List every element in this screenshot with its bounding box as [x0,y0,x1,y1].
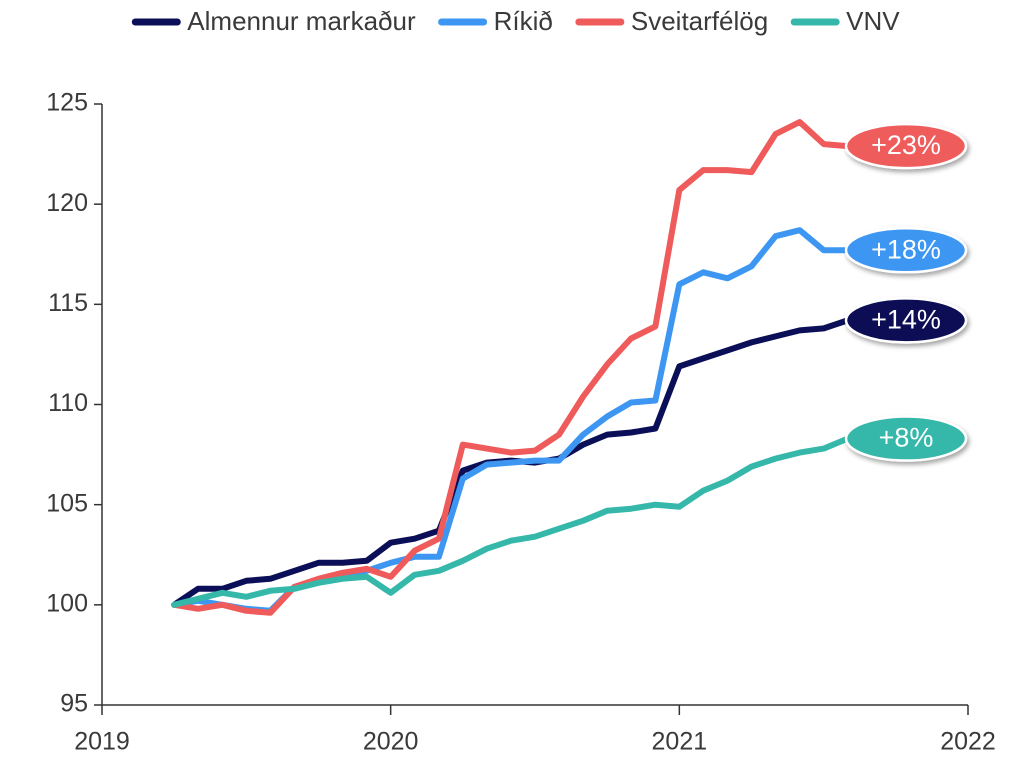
lines [171,119,851,616]
end-label: +18% [871,234,941,264]
end-label: +8% [879,423,934,453]
y-tick-label: 105 [46,489,88,517]
legend-label: Almennur markaður [187,6,416,36]
y-tick-label: 100 [46,589,88,617]
legend-item: Ríkið [438,6,553,36]
x-tick-label: 2022 [940,728,996,756]
legend-label: VNV [846,6,900,36]
series-line [171,435,851,608]
x-tick-label: 2021 [652,728,708,756]
series-line [171,227,851,614]
legend-item: Almennur markaður [131,6,416,36]
legend-item: Sveitarfélög [575,6,768,36]
y-tick-label: 125 [46,89,88,117]
y-tick-label: 120 [46,189,88,217]
y-tick-label: 110 [48,389,88,417]
x-tick-label: 2020 [363,728,419,756]
end-label: +14% [871,304,941,334]
legend-label: Sveitarfélög [631,6,768,36]
end-label-bubble [844,122,968,170]
x-tick-label: 2019 [74,728,130,756]
end-label-bubble [844,297,968,344]
legend-label: Ríkið [494,6,553,36]
end-label-bubble [844,226,968,274]
end-label-bubble [844,415,968,462]
y-tick-label: 115 [48,289,88,317]
legend: Almennur markaður Ríkið Sveitarfélög VNV [131,6,900,36]
labels: +14% +18% +23% +8% [844,122,968,462]
axes: 95 100 105 110 115 120 125 2019 2020 2021 2022 [46,89,996,756]
y-tick-label: 95 [60,690,88,718]
end-label: +23% [871,130,941,160]
series-line [171,119,851,616]
legend-item: VNV [790,6,900,36]
